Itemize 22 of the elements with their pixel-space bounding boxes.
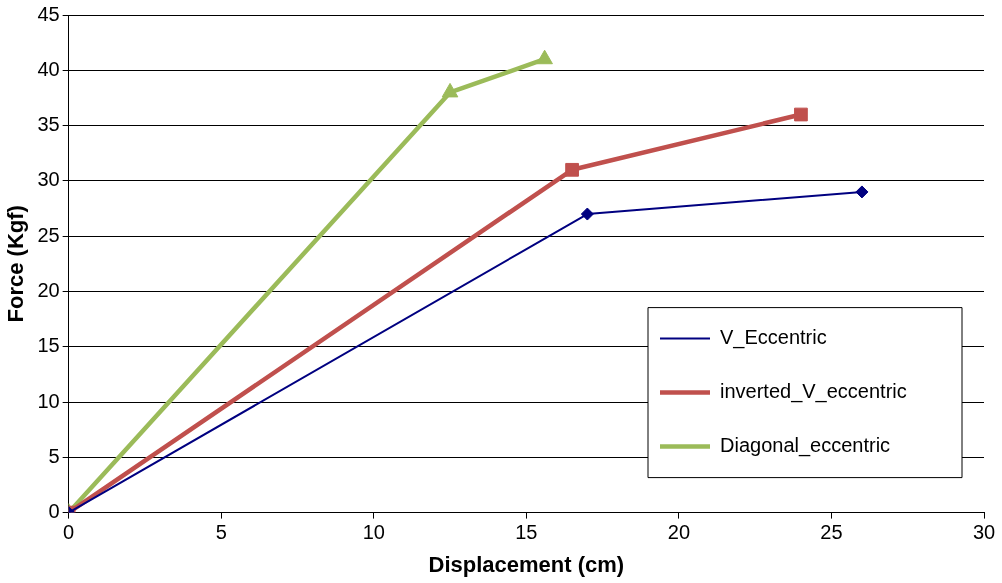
x-tick-label: 25 (820, 521, 843, 544)
y-tick-label: 40 (37, 57, 60, 80)
x-tick-label: 5 (215, 521, 227, 544)
legend-label: inverted_V_eccentric (720, 380, 907, 404)
y-tick-label: 25 (37, 223, 60, 246)
y-tick-label: 0 (48, 500, 60, 523)
y-tick-label: 35 (37, 113, 60, 136)
y-tick-label: 45 (37, 2, 60, 25)
legend-label: V_Eccentric (720, 326, 827, 350)
x-tick-label: 10 (362, 521, 385, 544)
x-tick-label: 15 (515, 521, 538, 544)
x-tick-label: 0 (63, 521, 75, 544)
x-axis-title: Displacement (cm) (428, 551, 625, 577)
y-tick-label: 15 (37, 334, 60, 357)
x-tick-label: 30 (972, 521, 996, 544)
y-tick-label: 10 (37, 389, 60, 412)
y-tick-label: 30 (37, 168, 60, 191)
x-tick-label: 20 (667, 521, 691, 544)
y-axis-title: Force (Kgf) (3, 205, 29, 323)
y-tick-label: 5 (48, 444, 60, 467)
legend-label: Diagonal_eccentric (720, 434, 891, 458)
y-tick-label: 20 (37, 278, 60, 301)
